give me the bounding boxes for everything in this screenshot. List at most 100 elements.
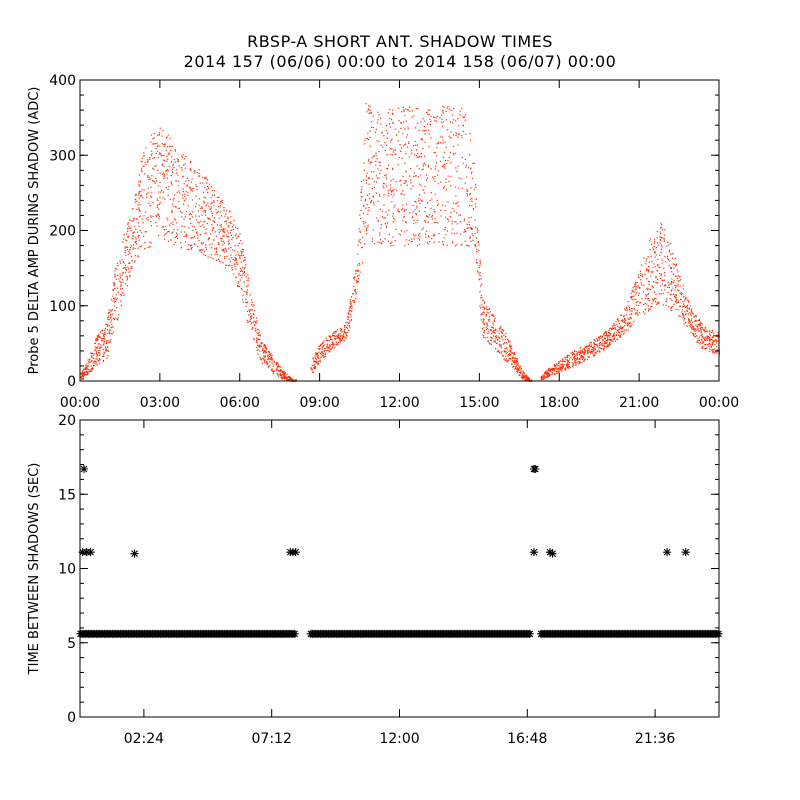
shadow-amp-point (223, 235, 225, 237)
shadow-amp-point (547, 376, 549, 378)
shadow-amp-point (335, 330, 337, 333)
shadow-amp-point (598, 349, 600, 351)
shadow-amp-point (496, 351, 499, 353)
shadow-amp-point (486, 311, 488, 313)
shadow-amp-point (673, 273, 675, 275)
shadow-amp-point (359, 230, 361, 233)
shadow-amp-point (203, 226, 205, 228)
shadow-amp-point (413, 145, 415, 147)
shadow-amp-point (267, 350, 270, 352)
shadow-amp-point (528, 379, 530, 381)
shadow-amp-point (339, 341, 342, 343)
shadow-amp-point (404, 245, 406, 247)
shadow-amp-point (633, 298, 635, 300)
shadow-amp-point (481, 313, 483, 315)
shadow-amp-point (350, 305, 352, 307)
shadow-amp-point (218, 206, 220, 208)
shadow-amp-point (369, 130, 371, 132)
shadow-amp-point (476, 251, 478, 253)
shadow-amp-point (146, 196, 148, 198)
shadow-amp-point (456, 232, 458, 234)
shadow-amp-point (602, 334, 605, 336)
shadow-amp-point (88, 359, 91, 361)
shadow-amp-point (188, 248, 190, 251)
shadow-amp-point (372, 196, 375, 198)
shadow-amp-point (645, 260, 647, 262)
shadow-amp-point (320, 343, 322, 346)
shadow-amp-point (108, 329, 110, 331)
shadow-amp-point (642, 291, 644, 293)
shadow-amp-point (144, 161, 146, 163)
shadow-amp-point (139, 229, 141, 232)
shadow-amp-point (590, 341, 592, 343)
shadow-amp-point (442, 109, 444, 111)
shadow-amp-point (136, 200, 138, 202)
shadow-amp-point (583, 348, 585, 350)
shadow-amp-point (127, 230, 129, 232)
shadow-amp-point (179, 192, 181, 194)
shadow-amp-point (380, 117, 382, 119)
shadow-amp-point (264, 352, 266, 354)
shadow-amp-point (156, 206, 159, 208)
shadow-amp-point (201, 249, 203, 251)
shadow-amp-point (516, 363, 518, 365)
shadow-amp-point (519, 366, 521, 368)
shadow-amp-point (613, 327, 615, 329)
shadow-amp-point (126, 278, 128, 280)
shadow-amp-point (96, 339, 98, 341)
shadow-amp-point (622, 315, 625, 317)
shadow-amp-point (127, 222, 129, 224)
shadow-amp-point (204, 250, 206, 252)
shadow-amp-point (251, 301, 253, 303)
shadow-amp-point (474, 244, 476, 246)
shadow-amp-point (658, 293, 661, 295)
shadow-amp-point (113, 301, 116, 303)
shadow-amp-point (675, 294, 677, 296)
shadow-amp-point (117, 275, 119, 277)
shadow-amp-point (621, 331, 623, 333)
shadow-amp-point (167, 188, 169, 190)
shadow-amp-point (254, 323, 256, 326)
shadow-amp-point (714, 344, 716, 346)
shadow-amp-point (240, 261, 242, 263)
shadow-amp-point (227, 217, 229, 220)
shadow-amp-point (677, 289, 679, 291)
shadow-amp-point (424, 164, 427, 166)
shadow-amp-point (651, 285, 653, 287)
shadow-amp-point (107, 347, 109, 349)
shadow-amp-point (477, 241, 479, 243)
shadow-amp-point (115, 278, 117, 280)
shadow-amp-point (442, 139, 444, 141)
shadow-amp-point (559, 360, 562, 362)
shadow-amp-point (495, 338, 497, 340)
shadow-amp-point (163, 234, 165, 236)
shadow-amp-point (564, 367, 566, 369)
shadow-amp-point (656, 237, 658, 239)
shadow-amp-point (373, 186, 375, 189)
shadow-amp-point (81, 378, 84, 380)
shadow-amp-point (429, 109, 431, 111)
shadow-amp-point (419, 203, 421, 205)
shadow-amp-point (216, 254, 218, 256)
shadow-amp-point (613, 323, 615, 325)
shadow-amp-point (598, 346, 600, 349)
shadow-amp-point (504, 351, 506, 353)
shadow-amp-point (690, 314, 692, 317)
shadow-amp-point (494, 340, 496, 342)
shadow-amp-point (428, 214, 431, 216)
shadow-amp-point (601, 344, 603, 346)
shadow-amp-point (513, 357, 515, 360)
shadow-amp-point (247, 274, 249, 276)
shadow-amp-point (173, 243, 175, 246)
shadow-amp-point (438, 233, 440, 235)
shadow-amp-point (605, 335, 607, 337)
shadow-amp-point (431, 238, 433, 240)
shadow-amp-point (441, 119, 443, 121)
shadow-amp-point (461, 243, 463, 245)
shadow-amp-point (348, 322, 350, 324)
shadow-amp-point (246, 279, 248, 281)
shadow-amp-point (272, 359, 274, 361)
shadow-amp-point (426, 230, 428, 232)
shadow-amp-point (603, 344, 605, 346)
shadow-amp-point (657, 264, 659, 266)
